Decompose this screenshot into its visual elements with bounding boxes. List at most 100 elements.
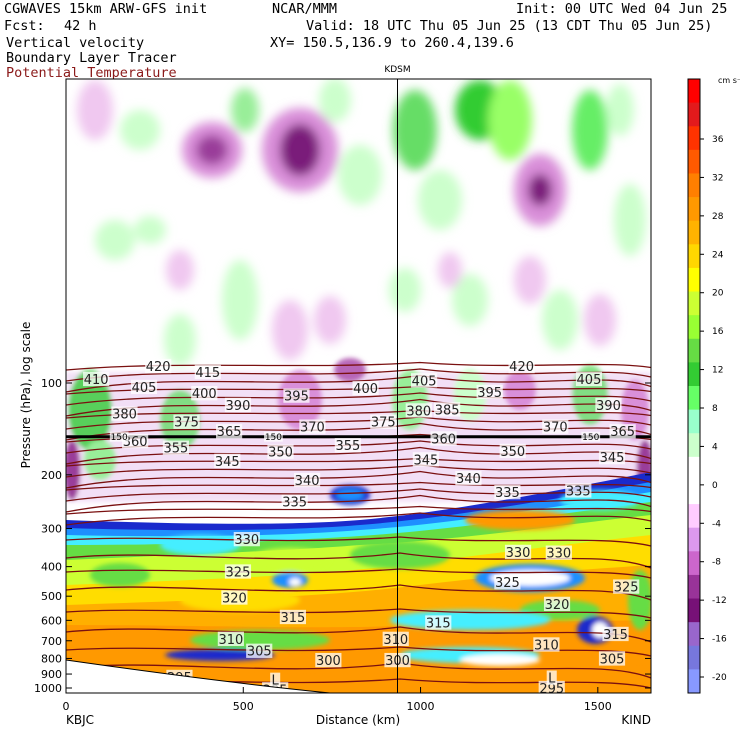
colorbar-label: -16 — [712, 635, 727, 645]
right-station-label: KIND — [621, 713, 651, 727]
y-tick-label: 800 — [41, 652, 62, 665]
theta-label: 295 — [539, 682, 564, 697]
colorbar-label: 24 — [712, 250, 724, 260]
y-tick-label: 900 — [41, 668, 62, 681]
theta-label: 335 — [566, 484, 591, 499]
theta-label-bg — [162, 440, 189, 455]
theta-label: 420 — [509, 360, 534, 375]
theta-label-bg — [425, 615, 452, 630]
theta-label: 340 — [456, 472, 481, 487]
theta-label-bg — [267, 444, 294, 459]
theta-label-bg — [281, 494, 308, 509]
x-tick-label: 0 — [63, 700, 70, 713]
colorbar-label: -20 — [712, 673, 727, 683]
theta-label-bg — [145, 358, 172, 374]
tropopause-label: 150 — [265, 433, 282, 443]
theta-label: 335 — [282, 496, 307, 511]
theta-label: 345 — [215, 455, 240, 470]
theta-contour — [66, 568, 651, 579]
theta-contour — [66, 392, 651, 406]
theta-label: 310 — [383, 633, 408, 648]
theta-label-bg — [412, 452, 439, 467]
theta-contour — [66, 584, 651, 601]
theta-label: 330 — [234, 533, 259, 548]
theta-label: 400 — [353, 382, 378, 397]
colorbar-unit: cm s⁻¹ — [718, 76, 740, 85]
colorbar-swatch — [688, 149, 700, 174]
colorbar-frame — [687, 78, 701, 694]
theta-label: 310 — [534, 638, 559, 653]
theta-label-bg — [279, 609, 306, 625]
theta-label-bg — [221, 590, 248, 605]
theta-label-bg — [315, 652, 342, 668]
theta-label-bg — [542, 419, 569, 434]
colorbar-swatch — [688, 527, 700, 552]
theta-label-bg — [613, 579, 640, 594]
terrain — [66, 659, 331, 693]
theta-label-bg — [214, 453, 241, 469]
fcst-label: Fcst: — [4, 18, 45, 34]
theta-label-bg — [299, 419, 326, 434]
colorbar-swatch — [688, 504, 700, 529]
field-layer: 420 420 415 410 405 405 405 400 400 395 395 390 390 3… — [66, 79, 651, 697]
theta-label-bg — [246, 643, 273, 658]
theta-label-bg — [598, 651, 626, 666]
theta-label-bg — [224, 397, 252, 413]
tropopause-label-bg — [264, 431, 283, 442]
theta-label-bg — [83, 371, 110, 387]
colorbar-swatch — [688, 315, 700, 340]
y-tick-label: 400 — [41, 561, 62, 574]
theta-label-bg — [545, 545, 572, 560]
colorbar-swatch — [688, 79, 700, 104]
theta-label: 405 — [132, 381, 157, 396]
colorbar-swatch — [688, 598, 700, 623]
theta-label-bg — [382, 631, 409, 646]
theta-label: 345 — [600, 451, 625, 466]
theta-label-bg — [283, 388, 310, 403]
theta-label: 355 — [163, 442, 188, 457]
theta-label-bg — [216, 424, 243, 439]
theta-label: 380 — [112, 408, 137, 423]
theta-label: 315 — [603, 628, 628, 643]
theta-contour — [66, 512, 651, 526]
init-time: Init: 00 UTC Wed 04 Jun 25 — [516, 1, 728, 17]
colorbar-swatch — [688, 244, 700, 269]
colorbar-swatch — [688, 362, 700, 387]
theta-label: 350 — [268, 446, 293, 461]
x-axis-label: Distance (km) — [316, 713, 400, 727]
theta-label: 385 — [435, 403, 460, 418]
left-station-label: KBJC — [66, 713, 94, 727]
theta-label: 370 — [543, 421, 568, 436]
colorbar-label: -4 — [712, 519, 721, 529]
x-axis: 0 500 1000 1500 — [63, 687, 612, 713]
wave-field — [77, 79, 646, 366]
colorbar-swatch — [688, 669, 700, 694]
colorbar-swatch — [688, 574, 700, 600]
colorbar-swatch — [688, 267, 700, 293]
colorbar-label: 20 — [712, 289, 724, 299]
low-label: L — [272, 674, 280, 689]
theta-label: 330 — [546, 547, 571, 562]
theta-label: 350 — [500, 445, 525, 460]
theta-label-bg — [233, 531, 260, 547]
theta-label-bg — [494, 485, 521, 500]
theta-label: 330 — [506, 546, 531, 561]
theta-label-bg — [370, 414, 397, 429]
field-boundary-layer: Boundary Layer Tracer — [6, 50, 177, 66]
org-label: NCAR/MMM — [272, 1, 338, 17]
colorbar-swatch — [688, 645, 700, 670]
theta-label: 360 — [431, 432, 456, 447]
colorbar-label: 8 — [712, 404, 718, 414]
theta-contour — [66, 536, 651, 547]
colorbar-swatch — [688, 126, 700, 151]
theta-label-bg — [598, 449, 626, 465]
colorbar-label: 12 — [712, 366, 723, 376]
theta-label: 305 — [600, 652, 625, 667]
field-vertical-velocity: Vertical velocity — [6, 35, 145, 51]
theta-contour — [66, 552, 651, 569]
colorbar-label: 32 — [712, 173, 723, 183]
theta-label: 405 — [577, 373, 602, 388]
theta-label-bg — [609, 424, 636, 439]
y-axis-label: Pressure (hPa), log scale — [19, 322, 33, 469]
